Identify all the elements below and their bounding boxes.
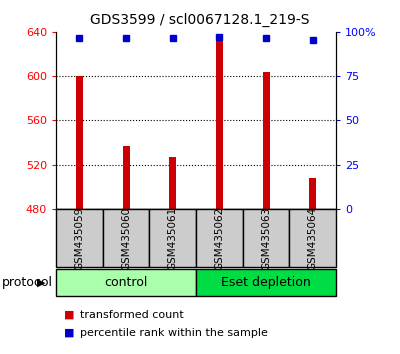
Bar xyxy=(289,209,336,267)
Bar xyxy=(169,157,176,209)
Bar xyxy=(216,35,223,209)
Text: Eset depletion: Eset depletion xyxy=(221,276,311,289)
Text: GSM435061: GSM435061 xyxy=(168,206,178,270)
Bar xyxy=(196,269,336,296)
Text: GSM435059: GSM435059 xyxy=(74,206,84,270)
Text: control: control xyxy=(104,276,148,289)
Bar xyxy=(56,209,103,267)
Text: GSM435063: GSM435063 xyxy=(261,206,271,270)
Text: percentile rank within the sample: percentile rank within the sample xyxy=(80,328,268,338)
Bar xyxy=(149,209,196,267)
Text: ■: ■ xyxy=(64,328,74,338)
Text: GSM435060: GSM435060 xyxy=(121,206,131,270)
Text: protocol: protocol xyxy=(2,276,53,289)
Text: GSM435062: GSM435062 xyxy=(214,206,224,270)
Bar xyxy=(56,269,196,296)
Bar xyxy=(122,146,130,209)
Bar xyxy=(243,209,289,267)
Text: GDS3599 / scl0067128.1_219-S: GDS3599 / scl0067128.1_219-S xyxy=(90,12,310,27)
Text: transformed count: transformed count xyxy=(80,310,184,320)
Text: GSM435064: GSM435064 xyxy=(308,206,318,270)
Bar xyxy=(309,178,316,209)
Text: ■: ■ xyxy=(64,310,74,320)
Text: ▶: ▶ xyxy=(37,277,46,287)
Bar xyxy=(103,209,149,267)
Bar xyxy=(196,209,243,267)
Bar xyxy=(262,72,270,209)
Bar xyxy=(76,76,83,209)
